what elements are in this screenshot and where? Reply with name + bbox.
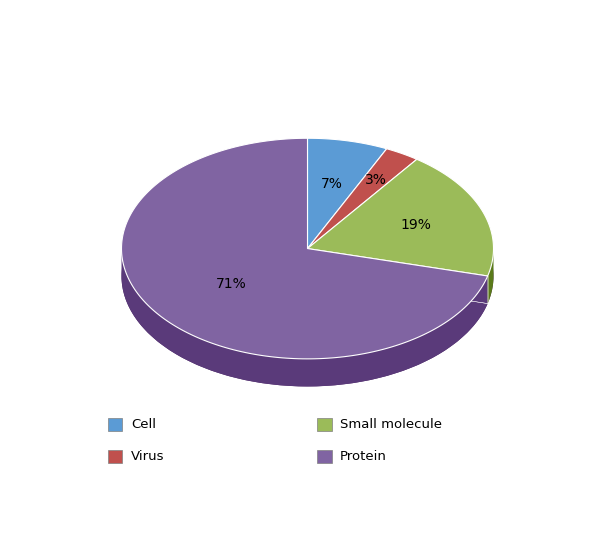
Bar: [317, 450, 332, 463]
Polygon shape: [308, 138, 386, 249]
Polygon shape: [308, 159, 493, 276]
Bar: [107, 450, 122, 463]
Polygon shape: [488, 249, 493, 304]
Text: 3%: 3%: [365, 173, 386, 187]
Text: 7%: 7%: [321, 177, 343, 191]
Polygon shape: [122, 138, 488, 359]
Polygon shape: [308, 149, 417, 249]
Text: Protein: Protein: [340, 450, 387, 463]
Bar: [317, 418, 332, 431]
Bar: [107, 418, 122, 431]
Polygon shape: [122, 251, 488, 386]
Ellipse shape: [121, 166, 493, 386]
Text: Small molecule: Small molecule: [340, 418, 442, 431]
Text: 19%: 19%: [401, 218, 431, 233]
Text: 71%: 71%: [216, 277, 247, 291]
Text: Cell: Cell: [131, 418, 156, 431]
Text: Virus: Virus: [131, 450, 164, 463]
